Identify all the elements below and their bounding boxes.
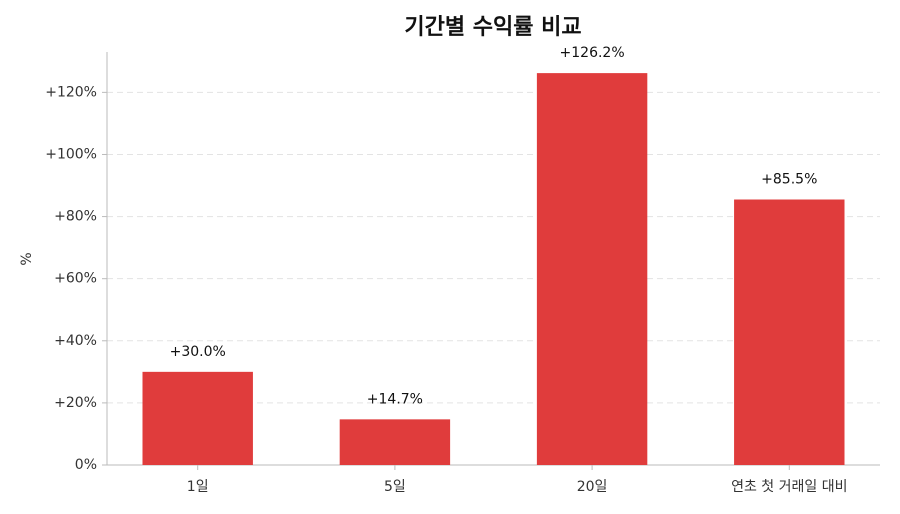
x-tick-label: 1일 (187, 479, 209, 495)
x-tick-label: 5일 (384, 479, 406, 495)
value-label: +14.7% (367, 391, 423, 407)
y-tick-label: 0% (75, 457, 97, 473)
chart-title: 기간별 수익률 비교 (404, 15, 581, 40)
y-tick-label: +60% (54, 271, 97, 287)
y-tick-label: +100% (45, 146, 97, 162)
value-label: +126.2% (560, 45, 625, 61)
bar (142, 371, 253, 465)
y-tick-label: +40% (54, 333, 97, 349)
x-tick-label: 연초 첫 거래일 대비 (731, 479, 847, 495)
y-axis-label: % (19, 252, 35, 265)
y-tick-label: +120% (45, 84, 97, 100)
bar (536, 73, 648, 466)
y-tick-label: +20% (54, 395, 97, 411)
bar (734, 199, 845, 465)
x-tick-label: 20일 (577, 479, 608, 495)
bar (339, 419, 451, 465)
value-label: +85.5% (761, 172, 817, 188)
y-tick-label: +80% (54, 209, 97, 225)
value-label: +30.0% (170, 344, 226, 360)
